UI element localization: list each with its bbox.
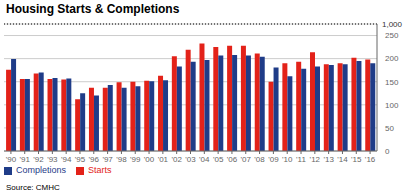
svg-text:'01: '01 [158,155,169,164]
svg-text:'14: '14 [337,155,348,164]
svg-text:'12: '12 [310,155,321,164]
svg-text:'91: '91 [20,155,31,164]
svg-text:'16: '16 [365,155,376,164]
html-text:Completions: Completions [16,165,66,175]
svg-text:'06: '06 [227,155,238,164]
html-text:Source: CMHC: Source: CMHC [6,183,60,192]
svg-text:1,000: 1,000 [382,20,401,29]
svg-text:'95: '95 [75,155,86,164]
svg-text:'05: '05 [213,155,224,164]
svg-text:'07: '07 [241,155,252,164]
svg-text:'09: '09 [268,155,279,164]
svg-text:'94: '94 [61,155,72,164]
svg-text:50: 50 [385,124,394,133]
svg-text:'04: '04 [199,155,210,164]
svg-text:'08: '08 [254,155,265,164]
svg-text:'98: '98 [116,155,127,164]
svg-text:'96: '96 [89,155,100,164]
html-text:Housing Starts & Completions: Housing Starts & Completions [6,2,180,16]
svg-text:'13: '13 [323,155,334,164]
svg-text:'97: '97 [102,155,113,164]
svg-text:'10: '10 [282,155,293,164]
svg-text:'11: '11 [296,155,306,164]
svg-text:'03: '03 [185,155,196,164]
svg-text:'90: '90 [8,155,17,164]
svg-text:150: 150 [385,78,399,87]
svg-text:250: 250 [385,31,399,40]
svg-text:'99: '99 [130,155,141,164]
html-text:Starts: Starts [88,165,112,175]
svg-text:'02: '02 [171,155,182,164]
svg-text:100: 100 [385,101,399,110]
svg-text:0: 0 [385,147,390,156]
svg-text:'92: '92 [33,155,44,164]
svg-text:'15: '15 [351,155,362,164]
svg-text:200: 200 [385,54,399,63]
svg-text:'00: '00 [144,155,155,164]
svg-text:'93: '93 [47,155,58,164]
